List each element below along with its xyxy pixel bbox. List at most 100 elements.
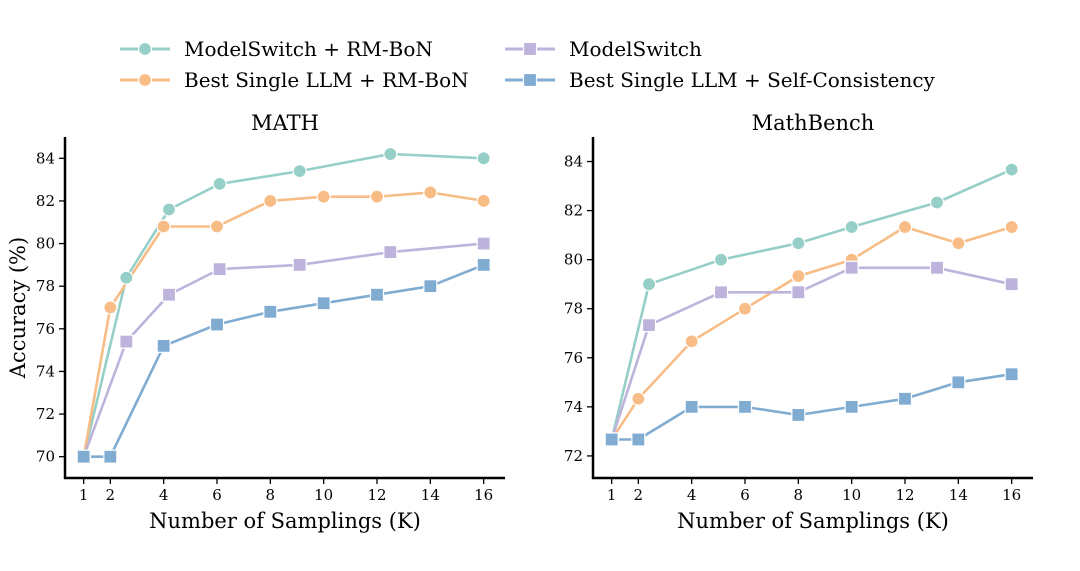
- data-point: [641, 277, 657, 292]
- x-axis-label: Number of Samplings (K): [149, 509, 421, 533]
- legend-marker: [522, 72, 538, 88]
- data-point: [684, 334, 699, 349]
- series-markers-modelswitch: [604, 260, 1019, 447]
- series-line: [610, 225, 1013, 441]
- legend-label: Best Single LLM + Self-Consistency: [569, 68, 936, 92]
- data-point: [1004, 219, 1019, 235]
- data-point: [1004, 277, 1019, 292]
- data-point: [209, 219, 225, 234]
- data-point: [423, 279, 438, 294]
- data-point: [929, 260, 945, 275]
- y-tick-label: 84: [564, 153, 583, 171]
- axes: 70 72 74 76 78 80 82 84 1 2 4 6 8 10 12 14 16: [36, 137, 505, 504]
- legend-label: ModelSwitch + RM-BoN: [184, 37, 433, 61]
- data-point: [316, 189, 331, 204]
- data-point: [713, 285, 729, 300]
- data-point: [476, 193, 491, 209]
- data-point: [383, 146, 398, 162]
- data-point: [737, 399, 753, 414]
- x-tick-label: 1: [79, 486, 89, 504]
- data-point: [369, 189, 385, 204]
- data-point: [119, 270, 134, 285]
- legend-entry-best-single-llm-self-consistency: Best Single LLM + Self-Consistency: [505, 68, 936, 92]
- data-point: [212, 176, 227, 191]
- y-tick-label: 78: [564, 300, 583, 318]
- data-point: [209, 317, 225, 332]
- x-tick-label: 12: [367, 486, 386, 504]
- x-tick-label: 10: [842, 486, 861, 504]
- data-point: [161, 287, 177, 302]
- x-tick-label: 16: [474, 486, 493, 504]
- y-tick-label: 82: [36, 192, 55, 210]
- data-point: [631, 391, 646, 406]
- x-tick-label: 8: [266, 486, 276, 504]
- y-tick-label: 76: [36, 320, 55, 338]
- data-point: [951, 375, 966, 390]
- data-point: [897, 219, 913, 235]
- y-tick-label: 70: [36, 448, 55, 466]
- legend-marker: [137, 41, 153, 57]
- legend-label: Best Single LLM + RM-BoN: [184, 68, 469, 92]
- series-modelswitch: [82, 242, 484, 458]
- series-best-single-llm-self-consistency: [83, 263, 485, 459]
- series-markers-best-single-llm-rm-bon: [76, 185, 491, 464]
- axes: 72 74 76 78 80 82 84 1 2 4 6 8 10 12 14 16: [564, 137, 1033, 504]
- y-tick-label: 84: [36, 149, 55, 167]
- data-point: [844, 399, 859, 414]
- data-point: [212, 262, 227, 277]
- series-line: [83, 263, 485, 459]
- data-point: [791, 285, 806, 300]
- x-tick-label: 2: [106, 486, 116, 504]
- legend-entry-modelswitch: ModelSwitch: [505, 37, 702, 61]
- x-tick-label: 6: [740, 486, 750, 504]
- data-point: [684, 399, 699, 414]
- data-point: [897, 391, 913, 406]
- data-point: [156, 219, 171, 234]
- data-point: [476, 236, 491, 251]
- data-point: [951, 236, 966, 251]
- legend-marker: [522, 41, 538, 57]
- series-markers-best-single-llm-self-consistency: [76, 257, 491, 464]
- x-tick-label: 4: [687, 486, 697, 504]
- data-point: [604, 432, 619, 447]
- x-tick-label: 6: [212, 486, 222, 504]
- series-line: [610, 168, 1013, 440]
- data-point: [76, 449, 91, 464]
- y-axis-label: Accuracy (%): [6, 237, 30, 379]
- chart-mathbench: MathBench 72 74 76 78 80 82 84 1 2 4 6 8 10 12 14 16 Numb…: [564, 111, 1033, 533]
- y-tick-label: 72: [564, 447, 583, 465]
- data-point: [631, 432, 646, 447]
- x-tick-label: 4: [159, 486, 169, 504]
- data-point: [791, 268, 806, 284]
- data-point: [383, 244, 398, 260]
- x-tick-label: 8: [794, 486, 804, 504]
- data-point: [844, 260, 859, 275]
- data-point: [161, 202, 177, 217]
- data-point: [844, 219, 859, 235]
- x-tick-label: 1: [607, 486, 617, 504]
- y-tick-label: 72: [36, 405, 55, 423]
- data-point: [476, 151, 491, 166]
- y-tick-label: 74: [36, 362, 55, 380]
- legend: ModelSwitch + RM-BoN Best Single LLM + RM…: [120, 37, 936, 92]
- series-markers-modelswitch: [76, 236, 491, 464]
- y-tick-label: 78: [36, 277, 55, 295]
- x-tick-label: 14: [949, 486, 968, 504]
- data-point: [713, 252, 729, 267]
- data-point: [103, 449, 118, 464]
- series-best-single-llm-rm-bon: [82, 191, 484, 457]
- chart-title: MATH: [251, 111, 319, 135]
- y-tick-label: 80: [564, 251, 583, 269]
- data-point: [156, 338, 171, 353]
- series-line: [82, 242, 484, 458]
- data-point: [1004, 162, 1019, 177]
- series-markers-best-single-llm-rm-bon: [604, 219, 1019, 447]
- y-tick-label: 76: [564, 349, 583, 367]
- series-line: [82, 191, 484, 457]
- legend-entry-modelswitch-rm-bon: ModelSwitch + RM-BoN: [120, 37, 433, 61]
- y-tick-label: 80: [36, 235, 55, 253]
- data-point: [929, 195, 945, 210]
- data-point: [369, 287, 385, 302]
- data-point: [263, 193, 278, 209]
